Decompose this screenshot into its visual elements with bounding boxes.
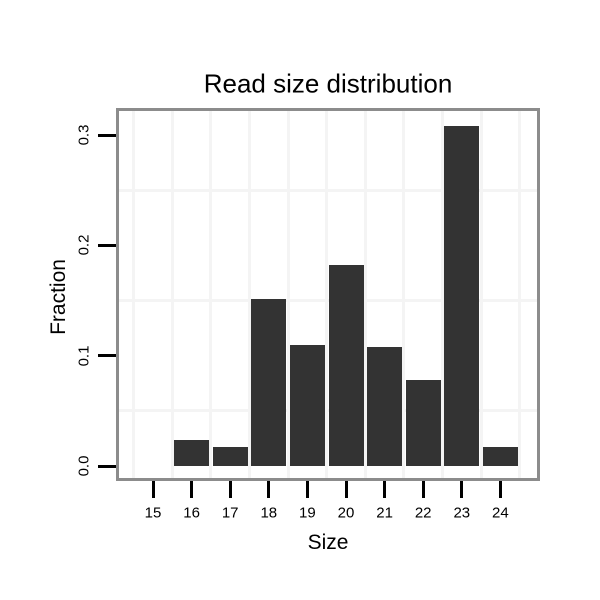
x-tick [228, 481, 232, 498]
x-tick [267, 481, 271, 498]
vertical-gridline [248, 111, 251, 478]
y-tick-label: 0.3 [75, 124, 93, 146]
bar-size-19 [289, 345, 325, 466]
horizontal-gridline [119, 409, 537, 413]
vertical-gridline [286, 111, 290, 478]
y-tick-label: 0.2 [75, 234, 93, 256]
x-tick-label: 24 [492, 504, 509, 522]
bar-size-17 [212, 447, 248, 466]
x-tick [460, 481, 464, 498]
x-tick [305, 481, 309, 498]
horizontal-gridline [119, 188, 537, 192]
y-tick-label: 0.0 [75, 455, 93, 477]
x-tick [498, 481, 502, 498]
vertical-gridline [170, 111, 174, 478]
x-tick-label: 23 [453, 504, 471, 522]
x-tick-label: 21 [376, 504, 393, 522]
vertical-gridline [209, 111, 213, 478]
bar-size-20 [328, 265, 364, 466]
vertical-gridline [441, 111, 444, 478]
chart-title: Read size distribution [203, 68, 453, 99]
bar-size-24 [482, 447, 518, 466]
y-tick [98, 464, 116, 468]
x-tick-label: 17 [221, 504, 239, 522]
bar-size-22 [405, 380, 441, 466]
x-tick-label: 20 [337, 504, 355, 522]
vertical-gridline [325, 111, 329, 478]
bar-size-16 [174, 440, 210, 466]
bar-size-18 [251, 299, 287, 466]
y-tick-label: 0.1 [75, 345, 93, 367]
bar-size-23 [444, 126, 480, 466]
plot-panel [116, 108, 540, 481]
y-tick [98, 133, 116, 137]
vertical-gridline [518, 111, 522, 478]
x-tick [421, 481, 425, 498]
y-tick [98, 243, 116, 247]
vertical-gridline [402, 111, 406, 478]
x-tick-label: 19 [299, 504, 316, 522]
x-tick [151, 481, 155, 498]
x-axis-label: Size [307, 531, 349, 554]
bar-size-21 [367, 347, 403, 466]
vertical-gridline [363, 111, 367, 478]
x-tick [190, 481, 194, 498]
y-tick [98, 354, 116, 358]
vertical-gridline [132, 111, 136, 478]
x-tick-label: 15 [144, 504, 162, 522]
x-tick [383, 481, 387, 498]
x-tick-label: 18 [260, 504, 278, 522]
x-tick-label: 16 [183, 504, 200, 522]
horizontal-gridline [119, 299, 537, 303]
y-axis-label: Fraction [47, 259, 70, 335]
x-tick [344, 481, 348, 498]
vertical-gridline [479, 111, 483, 478]
x-tick-label: 22 [414, 504, 432, 522]
